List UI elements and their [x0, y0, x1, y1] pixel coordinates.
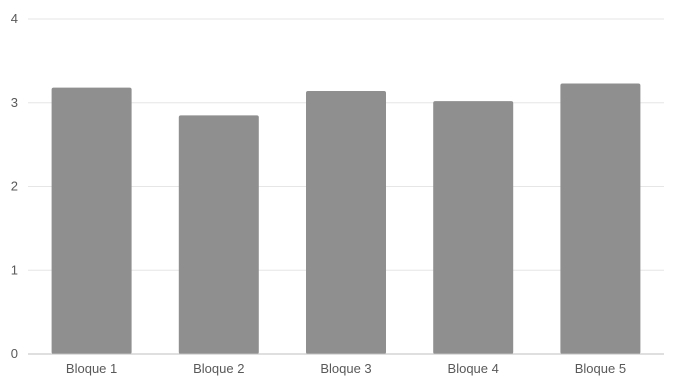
x-axis-labels: Bloque 1 Bloque 2 Bloque 3 Bloque 4 Bloque 5 — [66, 361, 626, 376]
y-tick-label: 0 — [11, 346, 18, 361]
x-tick-label: Bloque 5 — [575, 361, 626, 376]
y-tick-label: 1 — [11, 262, 18, 277]
x-tick-label: Bloque 2 — [193, 361, 244, 376]
x-tick-label: Bloque 3 — [320, 361, 371, 376]
bars — [51, 83, 641, 355]
bar — [306, 91, 386, 355]
y-axis-ticks: 0 1 2 3 4 — [11, 11, 18, 361]
y-tick-label: 4 — [11, 11, 18, 26]
y-tick-label: 3 — [11, 95, 18, 110]
y-tick-label: 2 — [11, 179, 18, 194]
x-tick-label: Bloque 1 — [66, 361, 117, 376]
bar — [178, 115, 259, 354]
bar — [51, 87, 132, 355]
x-tick-label: Bloque 4 — [448, 361, 499, 376]
bar — [433, 101, 514, 354]
bar — [560, 83, 641, 355]
